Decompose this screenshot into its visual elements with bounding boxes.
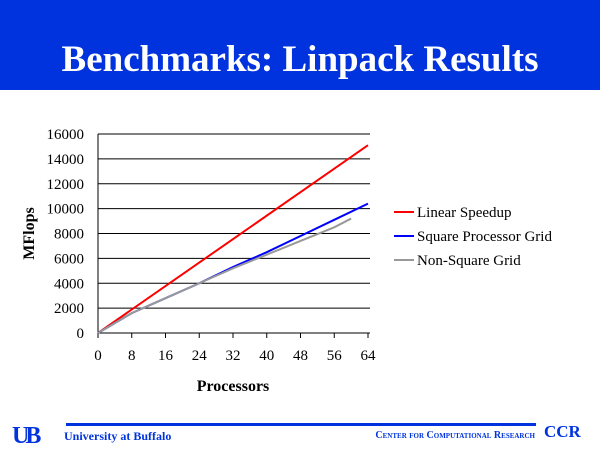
x-tick-label: 56 <box>327 348 343 364</box>
footer-divider <box>66 423 536 426</box>
x-tick-label: 8 <box>128 348 136 364</box>
center-name: Center for Computational Research <box>375 430 535 441</box>
y-tick-label: 6000 <box>54 251 84 267</box>
x-axis-label: Processors <box>197 378 270 395</box>
legend-label: Linear Speedup <box>417 205 512 221</box>
y-tick-label: 0 <box>77 326 85 342</box>
ub-logo: UB <box>12 423 41 449</box>
y-tick-label: 10000 <box>47 202 85 218</box>
university-name: University at Buffalo <box>64 429 172 443</box>
title-bar <box>0 0 600 90</box>
x-tick-label: 64 <box>361 348 377 364</box>
y-tick-label: 8000 <box>54 227 84 243</box>
y-tick-label: 2000 <box>54 301 84 317</box>
x-tick-label: 32 <box>226 348 241 364</box>
y-tick-label: 16000 <box>47 127 85 143</box>
x-tick-label: 48 <box>293 348 308 364</box>
x-tick-label: 24 <box>192 348 208 364</box>
x-tick-label: 0 <box>94 348 102 364</box>
series-line-2 <box>97 217 352 334</box>
y-axis-label: MFlops <box>21 207 38 259</box>
legend-label: Non-Square Grid <box>417 253 521 269</box>
x-tick-label: 40 <box>259 348 274 364</box>
ccr-label: CCR <box>544 422 581 441</box>
y-tick-label: 12000 <box>47 177 85 193</box>
series-line-0 <box>97 144 369 334</box>
y-tick-label: 14000 <box>47 152 85 168</box>
x-tick-label: 16 <box>158 348 174 364</box>
slide-title: Benchmarks: Linpack Results <box>61 39 539 80</box>
y-tick-label: 4000 <box>54 276 84 292</box>
legend-label: Square Processor Grid <box>417 229 552 245</box>
